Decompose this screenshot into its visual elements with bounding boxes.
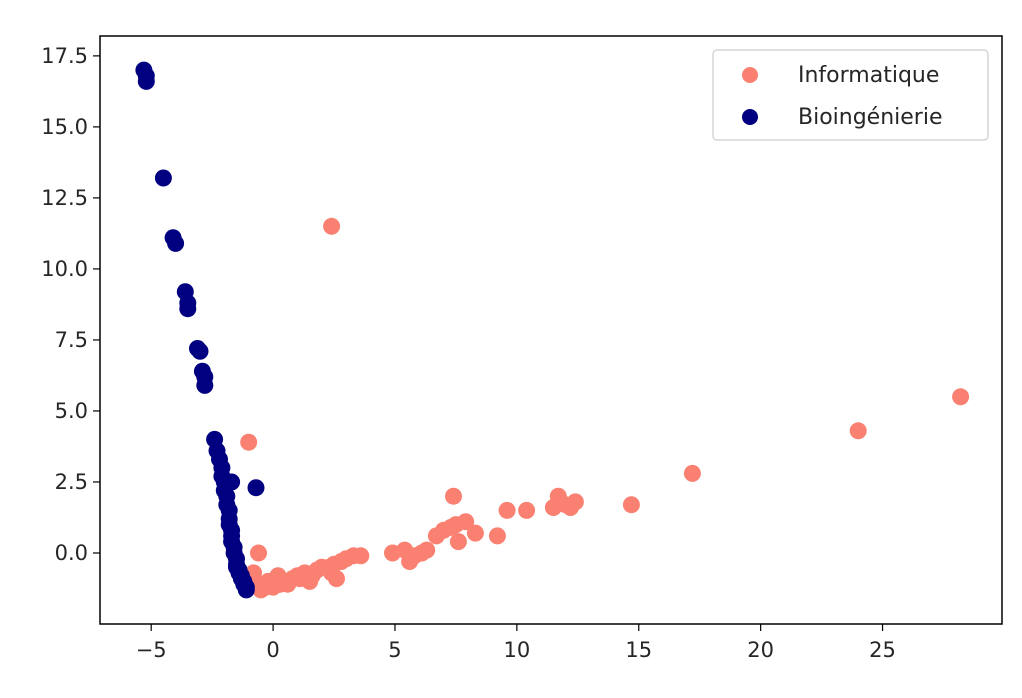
point-informatique: [518, 501, 536, 519]
x-tick-label: 20: [747, 638, 774, 662]
y-tick-label: 12.5: [41, 186, 88, 210]
point-informatique: [418, 541, 436, 559]
point-informatique: [323, 217, 341, 235]
point-informatique: [250, 544, 267, 562]
y-tick-label: 15.0: [41, 115, 88, 139]
point-informatique: [498, 501, 516, 519]
legend-marker-informatique: [742, 67, 758, 83]
x-tick-label: −5: [136, 638, 167, 662]
point-bioingenierie: [167, 234, 185, 252]
point-informatique: [849, 422, 867, 440]
y-axis: 0.0 2.5 5.0 7.5 10.0 12.5 15.0 17.5: [41, 44, 100, 565]
y-tick-label: 7.5: [55, 328, 88, 352]
point-informatique: [240, 433, 258, 451]
point-bioingenierie: [137, 72, 155, 90]
point-informatique: [457, 513, 475, 531]
point-bioingenierie: [154, 169, 172, 187]
x-tick-label: 25: [869, 638, 896, 662]
point-informatique: [445, 487, 462, 505]
x-axis: −5 0 5 10 15 20 25: [136, 624, 896, 662]
x-tick-label: 10: [504, 638, 531, 662]
point-bioingenierie: [247, 479, 265, 497]
point-bioingenierie: [191, 342, 209, 360]
point-informatique: [466, 524, 484, 542]
point-informatique: [952, 388, 970, 406]
point-informatique: [328, 570, 345, 588]
data-points: [135, 61, 970, 599]
point-informatique: [449, 533, 467, 551]
point-bioingenierie: [196, 376, 214, 394]
point-bioingenierie: [237, 581, 255, 599]
legend-frame: [712, 49, 989, 141]
point-informatique: [622, 496, 640, 514]
point-informatique: [352, 547, 370, 565]
legend-marker-bioingenierie: [742, 109, 758, 125]
x-tick-label: 5: [388, 638, 401, 662]
legend-label-informatique: Informatique: [798, 63, 939, 88]
x-tick-label: 15: [625, 638, 652, 662]
x-tick-label: 0: [266, 638, 279, 662]
point-informatique: [566, 493, 584, 511]
point-informatique: [683, 464, 701, 482]
series-informatique: [240, 217, 970, 599]
series-bioingenierie: [135, 61, 265, 599]
point-informatique: [269, 567, 287, 585]
point-bioingenierie: [179, 300, 197, 318]
y-tick-label: 0.0: [55, 541, 88, 565]
point-informatique: [301, 572, 319, 590]
y-tick-label: 17.5: [41, 44, 88, 68]
legend: Informatique Bioingénierie: [712, 49, 989, 141]
point-informatique: [488, 527, 506, 545]
legend-label-bioingenierie: Bioingénierie: [798, 105, 943, 130]
y-tick-label: 10.0: [41, 257, 88, 281]
point-bioingenierie: [223, 473, 241, 491]
y-tick-label: 5.0: [55, 399, 88, 423]
y-tick-label: 2.5: [55, 470, 88, 494]
